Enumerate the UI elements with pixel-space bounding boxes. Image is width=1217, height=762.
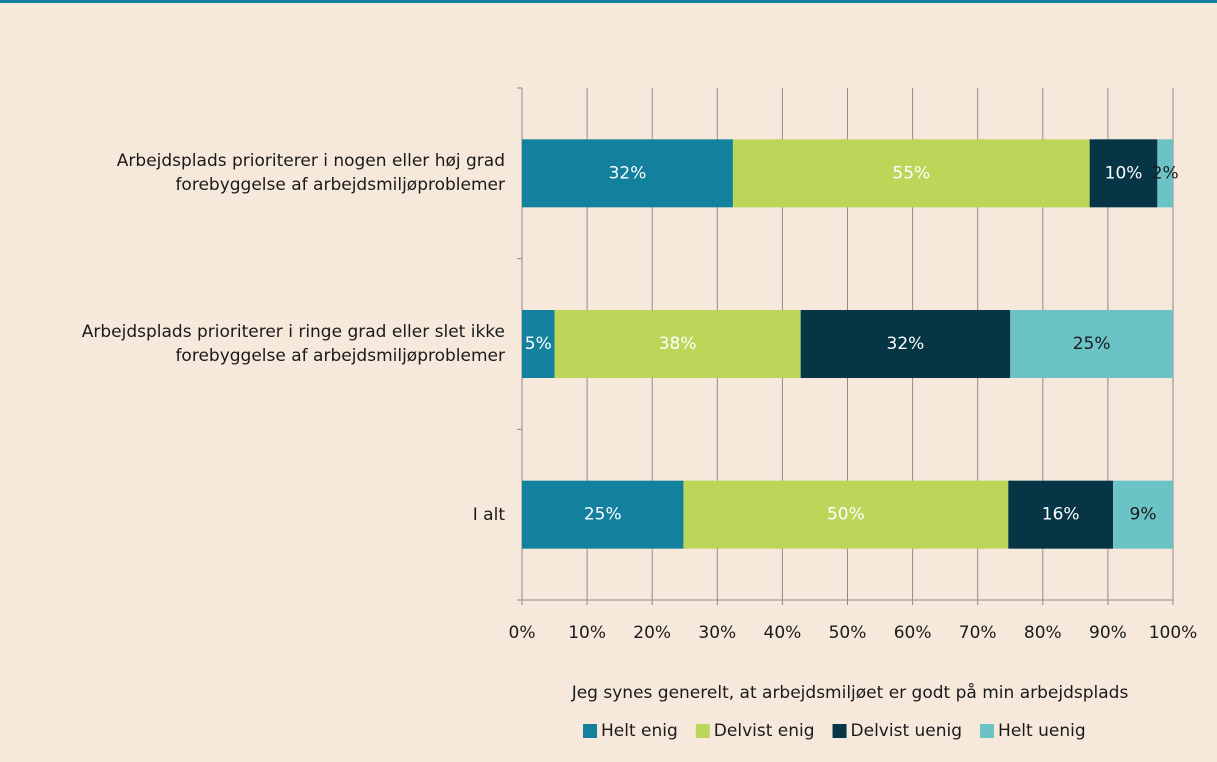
y-tick-label: I alt (472, 504, 505, 525)
x-tick-label: 0% (509, 623, 536, 643)
bar-segment (522, 139, 733, 208)
legend-swatch (695, 724, 710, 738)
y-tick-label: Arbejdsplads prioriterer i nogen eller h… (116, 151, 505, 196)
bar-segment (683, 480, 1009, 549)
x-tick-label: 80% (1024, 623, 1062, 643)
bar-segment (1113, 480, 1173, 549)
bar-segment (1157, 139, 1173, 208)
x-tick-label: 20% (633, 623, 671, 643)
data-label: 25% (584, 505, 622, 525)
data-label: 38% (659, 334, 697, 354)
legend-label: Helt enig (601, 721, 678, 741)
x-tick-label: 100% (1149, 623, 1198, 643)
legend-swatch (832, 724, 847, 738)
x-tick-label: 40% (764, 623, 802, 643)
legend-label: Delvist enig (714, 721, 815, 741)
x-tick-label: 50% (829, 623, 867, 643)
x-axis-title: Jeg synes generelt, at arbejdsmiljøet er… (571, 682, 1129, 703)
data-label: 2% (1152, 163, 1179, 183)
bar-segment (732, 139, 1090, 208)
data-label: 50% (827, 505, 865, 525)
data-label: 32% (887, 334, 925, 354)
bar-segment (554, 310, 801, 378)
legend-label: Helt uenig (998, 721, 1086, 741)
legend-swatch (583, 724, 597, 738)
data-label: 9% (1130, 505, 1157, 525)
x-tick-label: 10% (568, 623, 606, 643)
x-tick-label: 90% (1089, 623, 1127, 643)
data-label: 10% (1105, 163, 1143, 183)
data-label: 5% (525, 334, 552, 354)
data-label: 55% (892, 163, 930, 183)
bar-segment (522, 480, 684, 549)
data-label: 16% (1042, 505, 1080, 525)
x-tick-label: 30% (698, 623, 736, 643)
bar-segment (1089, 139, 1158, 208)
legend-label: Delvist uenig (851, 721, 963, 741)
top-rule (0, 0, 1217, 3)
x-tick-label: 60% (894, 623, 932, 643)
bar-segment (1010, 310, 1173, 378)
bar-segment (522, 310, 555, 378)
data-label: 25% (1073, 334, 1111, 354)
data-label: 32% (609, 163, 647, 183)
bar-segment (800, 310, 1011, 378)
legend-swatch (980, 724, 995, 738)
bar-segment (1008, 480, 1114, 549)
y-tick-label: Arbejdsplads prioriterer i ringe grad el… (81, 322, 505, 366)
x-tick-label: 70% (959, 623, 997, 643)
